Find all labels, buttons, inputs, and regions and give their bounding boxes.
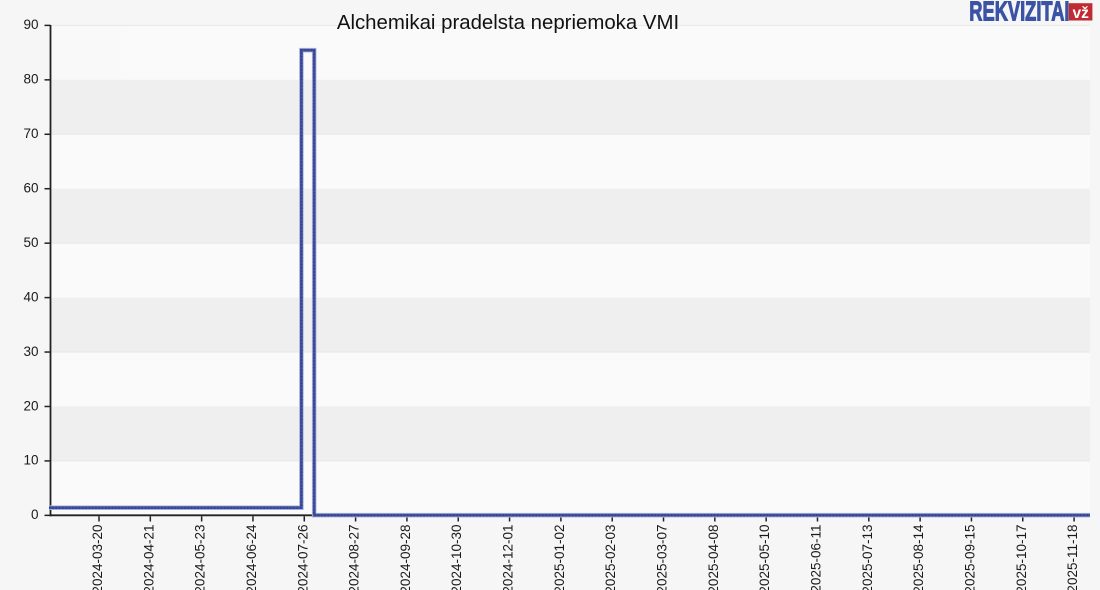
svg-text:2024-12-01: 2024-12-01 — [501, 525, 516, 590]
svg-text:60: 60 — [23, 181, 38, 196]
svg-text:2024-07-26: 2024-07-26 — [295, 525, 310, 590]
svg-text:2025-07-13: 2025-07-13 — [860, 525, 875, 590]
svg-text:0: 0 — [31, 507, 39, 522]
svg-text:70: 70 — [23, 126, 38, 141]
svg-text:2024-05-23: 2024-05-23 — [193, 525, 208, 590]
svg-text:2025-10-17: 2025-10-17 — [1014, 525, 1029, 590]
svg-text:2025-04-08: 2025-04-08 — [706, 525, 721, 590]
svg-text:2025-08-14: 2025-08-14 — [911, 524, 926, 590]
svg-text:2024-03-20: 2024-03-20 — [90, 525, 105, 590]
svg-text:20: 20 — [23, 398, 38, 413]
svg-text:2024-06-24: 2024-06-24 — [244, 524, 259, 590]
svg-text:2025-05-10: 2025-05-10 — [757, 525, 772, 590]
svg-text:80: 80 — [23, 72, 38, 87]
svg-text:2024-04-21: 2024-04-21 — [141, 525, 156, 590]
svg-text:2025-11-18: 2025-11-18 — [1065, 525, 1080, 590]
svg-text:50: 50 — [23, 235, 38, 250]
svg-text:40: 40 — [23, 289, 38, 304]
svg-text:2024-10-30: 2024-10-30 — [449, 525, 464, 590]
svg-text:2025-03-07: 2025-03-07 — [655, 525, 670, 590]
svg-text:vž: vž — [1073, 5, 1090, 22]
svg-text:REKVIZITAI: REKVIZITAI — [969, 0, 1069, 26]
svg-text:2024-08-27: 2024-08-27 — [347, 525, 362, 590]
svg-text:2025-06-11: 2025-06-11 — [808, 525, 823, 590]
svg-text:10: 10 — [23, 453, 38, 468]
svg-text:Alchemikai pradelsta nepriemok: Alchemikai pradelsta nepriemoka VMI — [337, 12, 679, 34]
svg-text:2025-01-02: 2025-01-02 — [552, 525, 567, 590]
svg-text:30: 30 — [23, 344, 38, 359]
svg-text:2025-02-03: 2025-02-03 — [603, 525, 618, 590]
svg-text:2024-09-28: 2024-09-28 — [398, 525, 413, 590]
svg-text:90: 90 — [23, 17, 38, 32]
svg-text:2025-09-15: 2025-09-15 — [962, 524, 977, 590]
